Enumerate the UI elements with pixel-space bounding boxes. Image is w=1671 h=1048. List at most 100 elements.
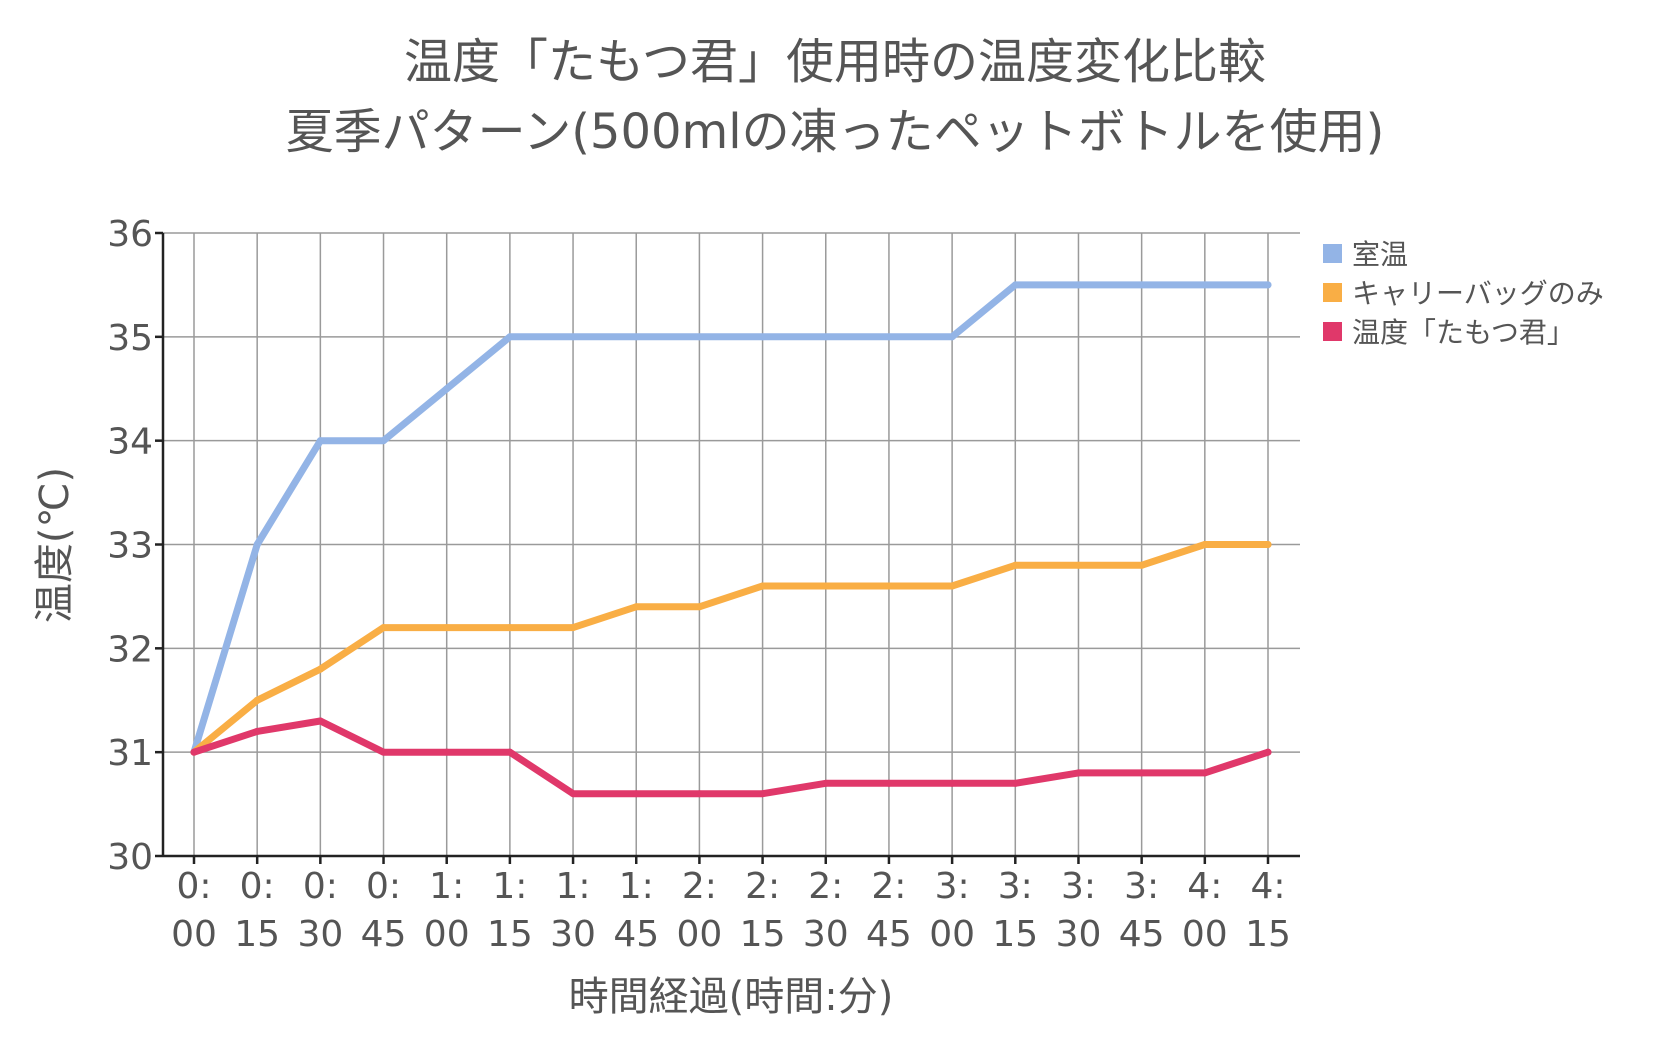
x-tick-label-hour: 4:	[1187, 866, 1222, 907]
data-point	[759, 790, 767, 798]
data-point	[885, 779, 893, 787]
data-point	[632, 333, 640, 341]
data-point	[569, 333, 577, 341]
data-point	[253, 696, 261, 704]
x-tick-label-hour: 3:	[1124, 866, 1159, 907]
data-point	[1264, 748, 1272, 756]
data-point	[1138, 281, 1146, 289]
x-tick-label-hour: 1:	[556, 866, 591, 907]
data-point	[253, 727, 261, 735]
legend-label: 温度「たもつ君」	[1352, 316, 1575, 349]
x-tick-label-hour: 2:	[808, 866, 843, 907]
data-point	[1138, 561, 1146, 569]
grid	[163, 232, 1300, 857]
x-tick-label-hour: 3:	[998, 866, 1033, 907]
x-tick-label-minute: 00	[929, 914, 975, 955]
data-point	[759, 333, 767, 341]
data-point	[1074, 561, 1082, 569]
data-point	[1264, 541, 1272, 548]
x-tick-label-minute: 45	[361, 914, 407, 955]
series-line-1	[190, 541, 1272, 756]
x-tick-label-hour: 1:	[619, 866, 654, 907]
data-point	[885, 582, 893, 590]
series-line-2	[190, 717, 1272, 798]
x-tick-label-minute: 45	[613, 914, 659, 955]
data-point	[695, 333, 703, 341]
data-point	[1201, 281, 1209, 289]
x-tick-label-minute: 00	[171, 914, 217, 955]
legend-label: キャリーバッグのみ	[1352, 277, 1604, 310]
y-tick-label: 31	[107, 733, 153, 774]
y-tick-label: 33	[107, 526, 153, 567]
data-point	[1138, 769, 1146, 777]
data-point	[380, 437, 388, 445]
y-tick-label: 36	[107, 214, 153, 255]
data-point	[569, 790, 577, 798]
x-tick-label-hour: 3:	[1061, 866, 1096, 907]
data-point	[380, 624, 388, 632]
chart-title-line-1: 温度「たもつ君」使用時の温度変化比較	[404, 34, 1266, 90]
x-tick-label-hour: 2:	[682, 866, 717, 907]
x-tick-label-minute: 15	[234, 914, 280, 955]
data-point	[569, 624, 577, 632]
data-point	[1011, 281, 1019, 289]
y-tick-labels: 30 31 32 33 34 35 36	[107, 214, 163, 878]
data-point	[1201, 769, 1209, 777]
x-tick-label-minute: 45	[866, 914, 912, 955]
data-point	[948, 333, 956, 341]
data-point	[506, 333, 514, 341]
legend-swatch	[1323, 322, 1342, 341]
data-point	[695, 790, 703, 798]
y-tick-label: 32	[107, 629, 153, 670]
data-point	[948, 582, 956, 590]
data-point	[443, 748, 451, 756]
data-point	[253, 541, 261, 548]
x-tick-labels: 0: 00 0: 15 0: 30 0: 45 1: 00 1: 15 1: 30 1: 45 2: 00 2: 15…	[171, 856, 1291, 955]
x-axis-title: 時間経過(時間:分)	[569, 974, 894, 1020]
data-point	[506, 624, 514, 632]
legend-swatch	[1323, 283, 1342, 302]
x-tick-label-minute: 00	[424, 914, 470, 955]
y-tick-label: 35	[107, 318, 153, 359]
data-point	[380, 748, 388, 756]
x-tick-label-minute: 15	[740, 914, 786, 955]
data-point	[1264, 281, 1272, 289]
data-point	[632, 790, 640, 798]
data-point	[443, 624, 451, 632]
x-tick-label-minute: 15	[487, 914, 533, 955]
x-tick-label-minute: 00	[677, 914, 723, 955]
data-point	[316, 665, 324, 673]
y-tick-label: 34	[107, 422, 153, 463]
data-point	[759, 582, 767, 590]
data-point	[1074, 281, 1082, 289]
data-point	[1201, 541, 1209, 548]
data-point	[695, 603, 703, 611]
x-tick-label-hour: 0:	[240, 866, 275, 907]
x-tick-label-minute: 30	[550, 914, 596, 955]
x-tick-label-hour: 1:	[429, 866, 464, 907]
x-tick-label-minute: 15	[1245, 914, 1291, 955]
x-tick-label-minute: 30	[803, 914, 849, 955]
series-line-0	[190, 281, 1272, 756]
x-tick-label-minute: 30	[297, 914, 343, 955]
data-point	[190, 748, 198, 756]
x-tick-label-hour: 0:	[176, 866, 211, 907]
data-point	[822, 582, 830, 590]
data-point	[506, 748, 514, 756]
x-tick-label-minute: 30	[1056, 914, 1102, 955]
y-axis-title: 温度(℃)	[32, 467, 78, 623]
data-point	[632, 603, 640, 611]
chart-title-line-2: 夏季パターン(500mlの凍ったペットボトルを使用)	[286, 104, 1385, 160]
legend-label: 室温	[1352, 238, 1408, 271]
data-point	[443, 385, 451, 393]
data-point	[316, 717, 324, 725]
x-tick-label-hour: 1:	[492, 866, 527, 907]
data-point	[1011, 561, 1019, 569]
x-tick-label-hour: 2:	[745, 866, 780, 907]
x-tick-label-minute: 15	[992, 914, 1038, 955]
series-layer	[190, 281, 1272, 798]
x-tick-label-minute: 00	[1182, 914, 1228, 955]
legend-swatch	[1323, 244, 1342, 263]
